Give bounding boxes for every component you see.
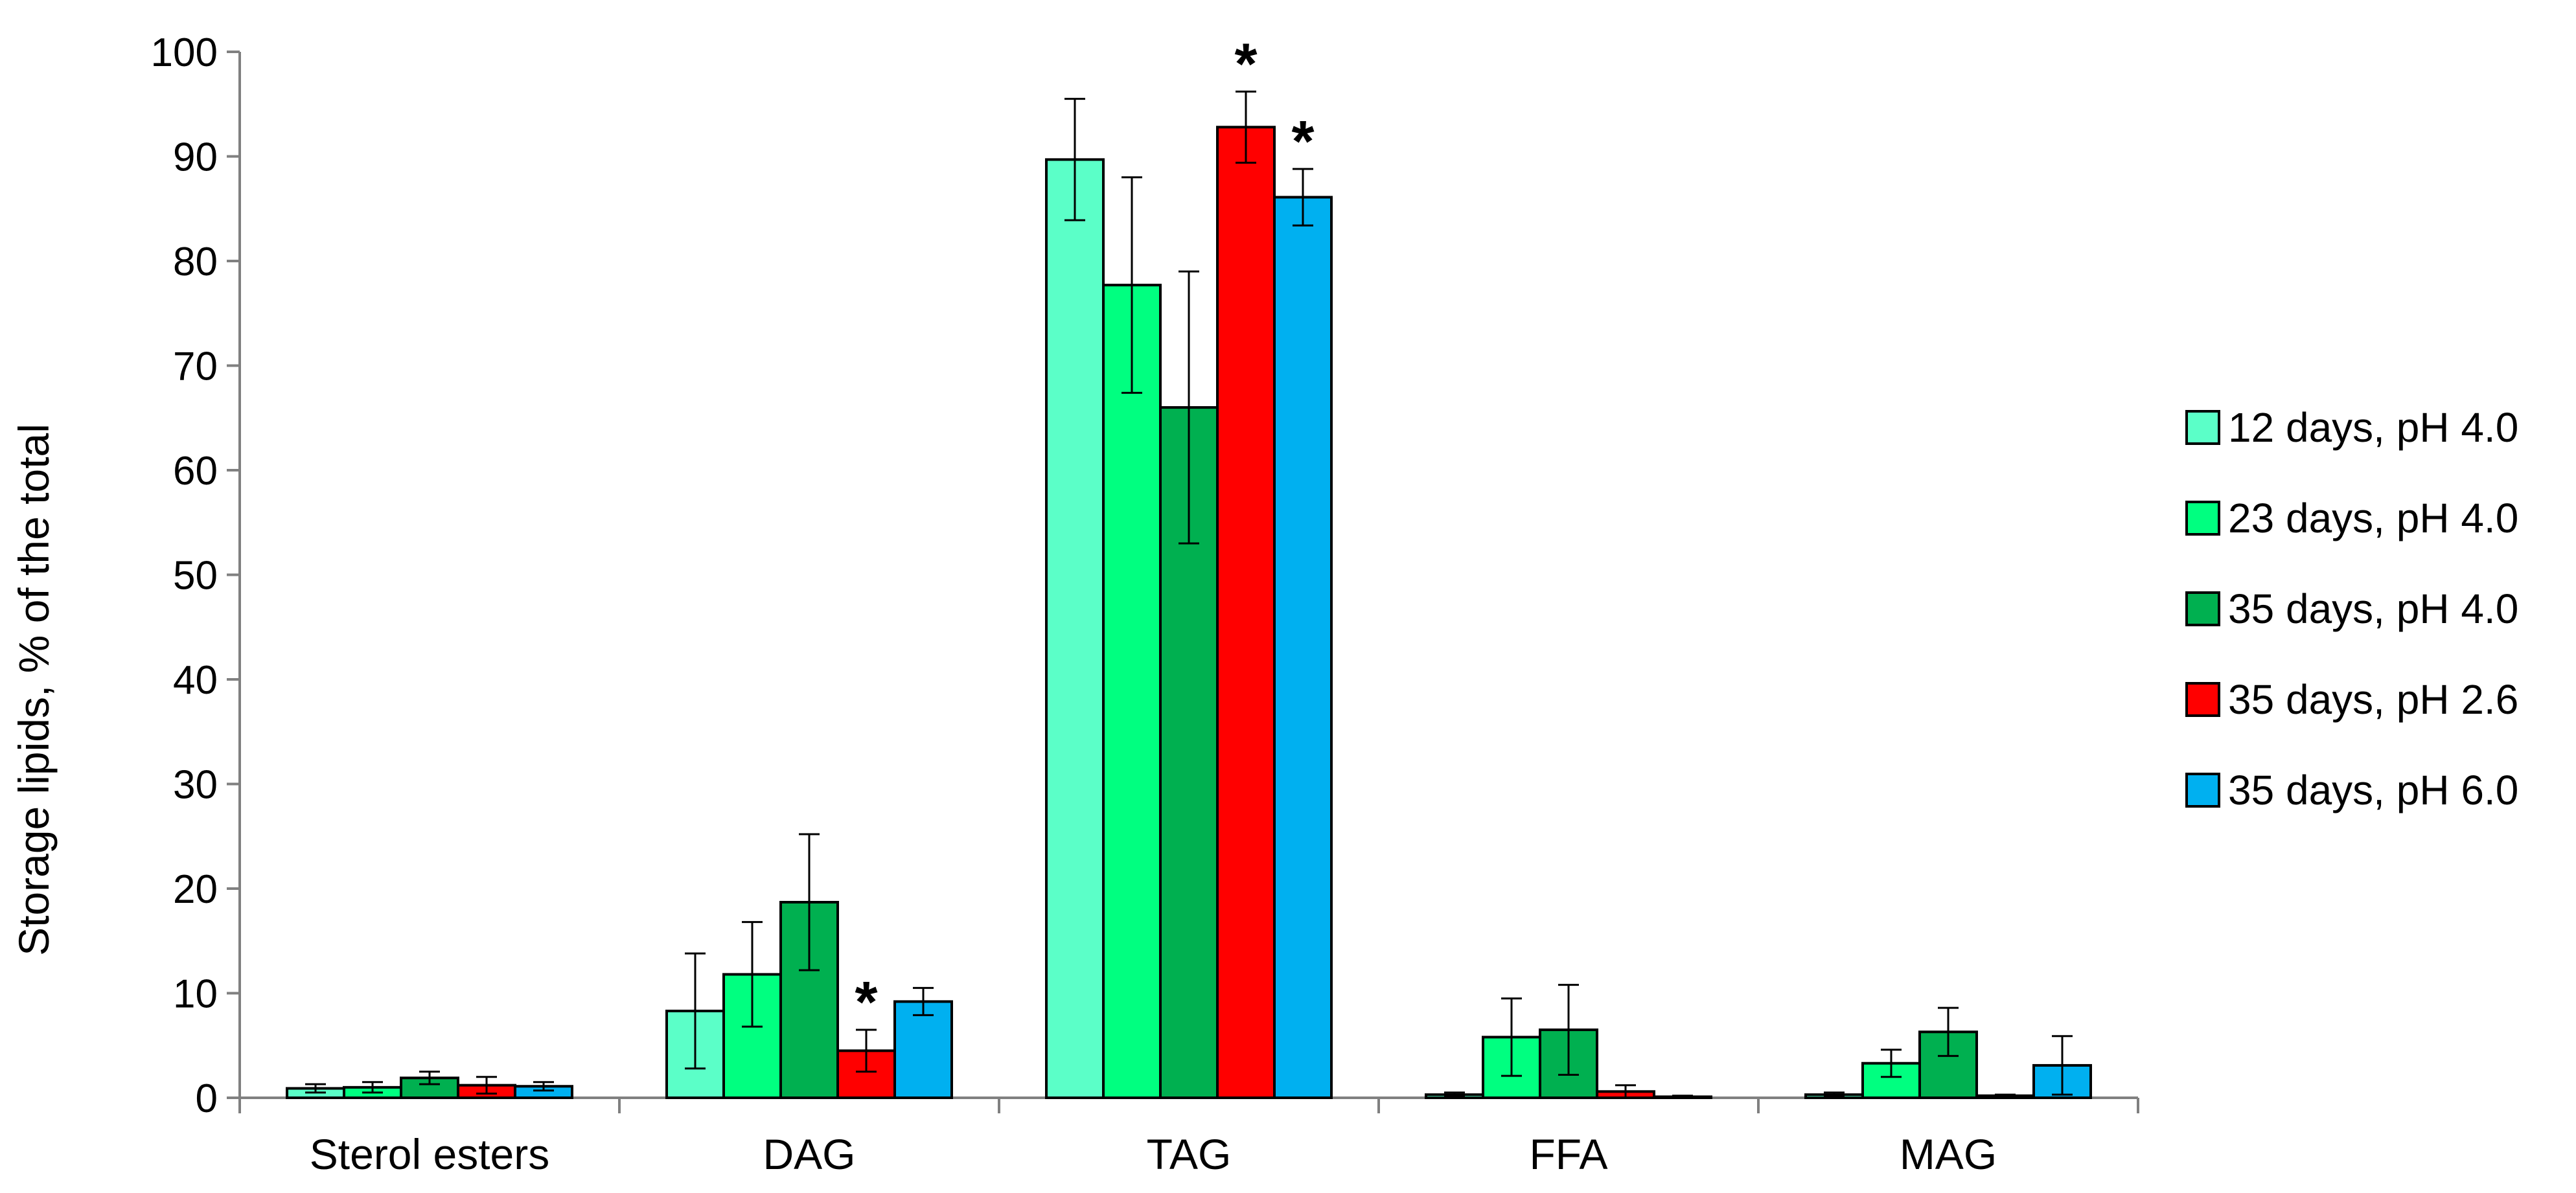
category-label: Sterol esters	[310, 1130, 549, 1178]
legend-swatch	[2185, 501, 2220, 536]
error-bar	[1064, 98, 1085, 222]
legend-swatch	[2185, 773, 2220, 808]
y-axis-label: Storage lipids, % of the total	[10, 424, 58, 956]
error-bar	[1558, 984, 1579, 1076]
error-bar	[533, 1081, 554, 1092]
bars	[286, 126, 2092, 1100]
error-bar	[2052, 1035, 2073, 1096]
error-bars	[305, 90, 2073, 1099]
error-bar	[1995, 1093, 2016, 1098]
x-axis: Sterol esters DAG TAG FFA MAG	[238, 1096, 2139, 1178]
error-bar	[1501, 997, 1522, 1077]
bar	[1045, 158, 1105, 1100]
legend-swatch	[2185, 410, 2220, 445]
y-tick-label: 60	[173, 449, 218, 494]
category-label: DAG	[763, 1130, 855, 1178]
significance-star: *	[1291, 109, 1314, 174]
error-bar	[1881, 1049, 1902, 1078]
legend-label: 23 days, pH 4.0	[2228, 495, 2518, 541]
legend-label: 35 days, pH 4.0	[2228, 585, 2518, 632]
y-tick-label: 80	[173, 240, 218, 284]
bar	[1102, 284, 1162, 1099]
error-bar	[1236, 90, 1256, 164]
y-tick-label: 20	[173, 867, 218, 912]
error-bar	[305, 1083, 326, 1094]
significance-star: *	[1234, 32, 1257, 97]
error-bar	[856, 1028, 877, 1073]
legend-swatch	[2185, 591, 2220, 626]
error-bar	[1672, 1095, 1693, 1099]
bar	[893, 1000, 953, 1100]
y-tick-label: 40	[173, 658, 218, 703]
significance-markers: * * *	[855, 32, 1314, 1035]
error-bar	[1293, 168, 1313, 227]
error-bar	[476, 1076, 497, 1095]
bar	[1216, 126, 1276, 1099]
legend-item: 35 days, pH 6.0	[2185, 767, 2518, 813]
y-axis: 0 10 20 30 40 50 60 70 80 90 100	[151, 30, 241, 1121]
category-label: TAG	[1147, 1130, 1232, 1178]
error-bar	[799, 833, 820, 971]
y-tick-label: 90	[173, 135, 218, 180]
y-tick-label: 0	[196, 1076, 218, 1121]
category-label: FFA	[1529, 1130, 1607, 1178]
error-bar	[1824, 1091, 1845, 1098]
legend-label: 35 days, pH 2.6	[2228, 676, 2518, 723]
error-bar	[1179, 270, 1199, 545]
significance-star: *	[855, 970, 877, 1035]
legend-item: 35 days, pH 4.0	[2185, 585, 2518, 632]
error-bar	[1444, 1091, 1465, 1098]
y-tick-label: 50	[173, 554, 218, 598]
error-bar	[1938, 1006, 1959, 1057]
y-tick-label: 70	[173, 345, 218, 389]
error-bar	[685, 952, 706, 1070]
legend-swatch	[2185, 682, 2220, 717]
y-tick-label: 100	[151, 30, 218, 75]
legend-item: 23 days, pH 4.0	[2185, 495, 2518, 541]
bar	[1273, 196, 1333, 1099]
error-bar	[913, 986, 934, 1016]
y-tick-label: 30	[173, 763, 218, 808]
legend-label: 35 days, pH 6.0	[2228, 767, 2518, 813]
error-bar	[419, 1071, 440, 1085]
y-tick-label: 10	[173, 972, 218, 1017]
legend-item: 35 days, pH 2.6	[2185, 676, 2518, 723]
legend: 12 days, pH 4.0 23 days, pH 4.0 35 days, p…	[2185, 404, 2518, 813]
error-bar	[362, 1081, 383, 1094]
error-bar	[1615, 1084, 1636, 1099]
legend-item: 12 days, pH 4.0	[2185, 404, 2518, 451]
error-bar	[1121, 176, 1142, 394]
legend-label: 12 days, pH 4.0	[2228, 404, 2518, 451]
error-bar	[742, 921, 763, 1028]
category-label: MAG	[1900, 1130, 1997, 1178]
